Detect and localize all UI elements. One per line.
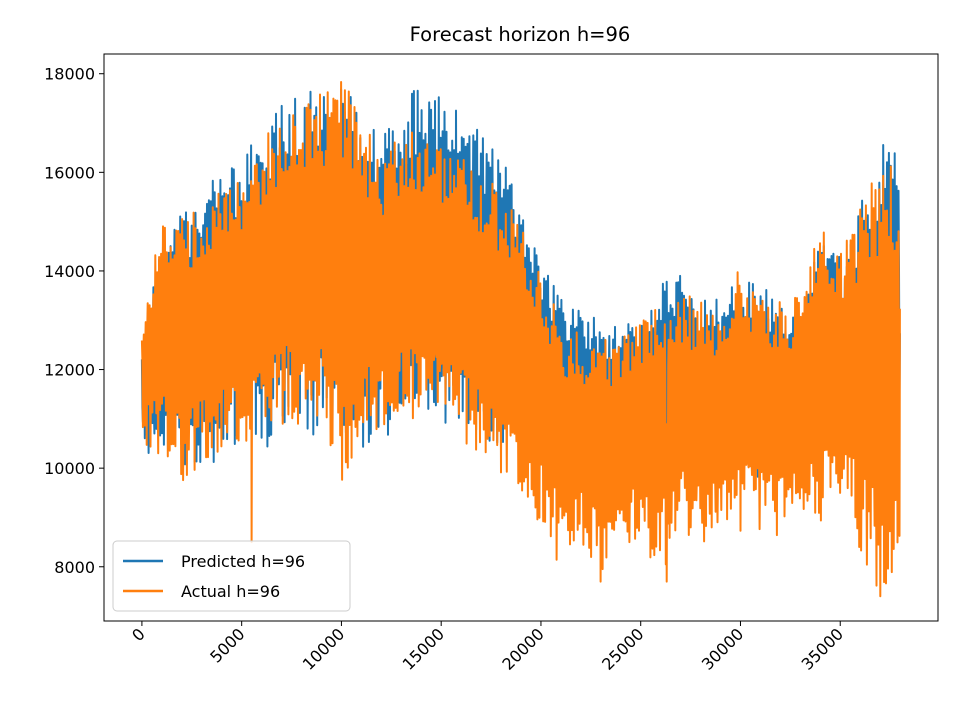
x-tick-label: 15000 [399, 624, 448, 673]
y-tick-label: 12000 [44, 361, 95, 380]
y-tick-label: 10000 [44, 459, 95, 478]
x-tick-label: 20000 [498, 624, 547, 673]
x-tick-label: 10000 [299, 624, 348, 673]
legend-label-actual: Actual h=96 [181, 582, 280, 601]
x-tick-label: 5000 [206, 624, 248, 666]
series-line-actual [140, 81, 901, 598]
series-layer [140, 81, 901, 598]
y-axis: 8000 10000 12000 14000 16000 18000 [44, 65, 104, 577]
x-tick-label: 25000 [598, 624, 647, 673]
x-tick-label: 35000 [798, 624, 847, 673]
x-axis: 0 5000 10000 15000 20000 25000 30000 35000 [128, 621, 847, 674]
y-tick-label: 8000 [54, 558, 95, 577]
plot-area [103, 53, 939, 622]
legend-box [112, 540, 351, 612]
y-tick-label: 14000 [44, 262, 95, 281]
legend-label-predicted: Predicted h=96 [181, 552, 305, 571]
x-tick-label: 30000 [698, 624, 747, 673]
y-tick-label: 18000 [44, 65, 95, 84]
x-tick-label: 0 [128, 624, 149, 645]
chart-title: Forecast horizon h=96 [410, 23, 631, 46]
legend: Predicted h=96 Actual h=96 [112, 540, 351, 612]
plot-frame [103, 53, 939, 622]
y-tick-label: 16000 [44, 163, 95, 182]
